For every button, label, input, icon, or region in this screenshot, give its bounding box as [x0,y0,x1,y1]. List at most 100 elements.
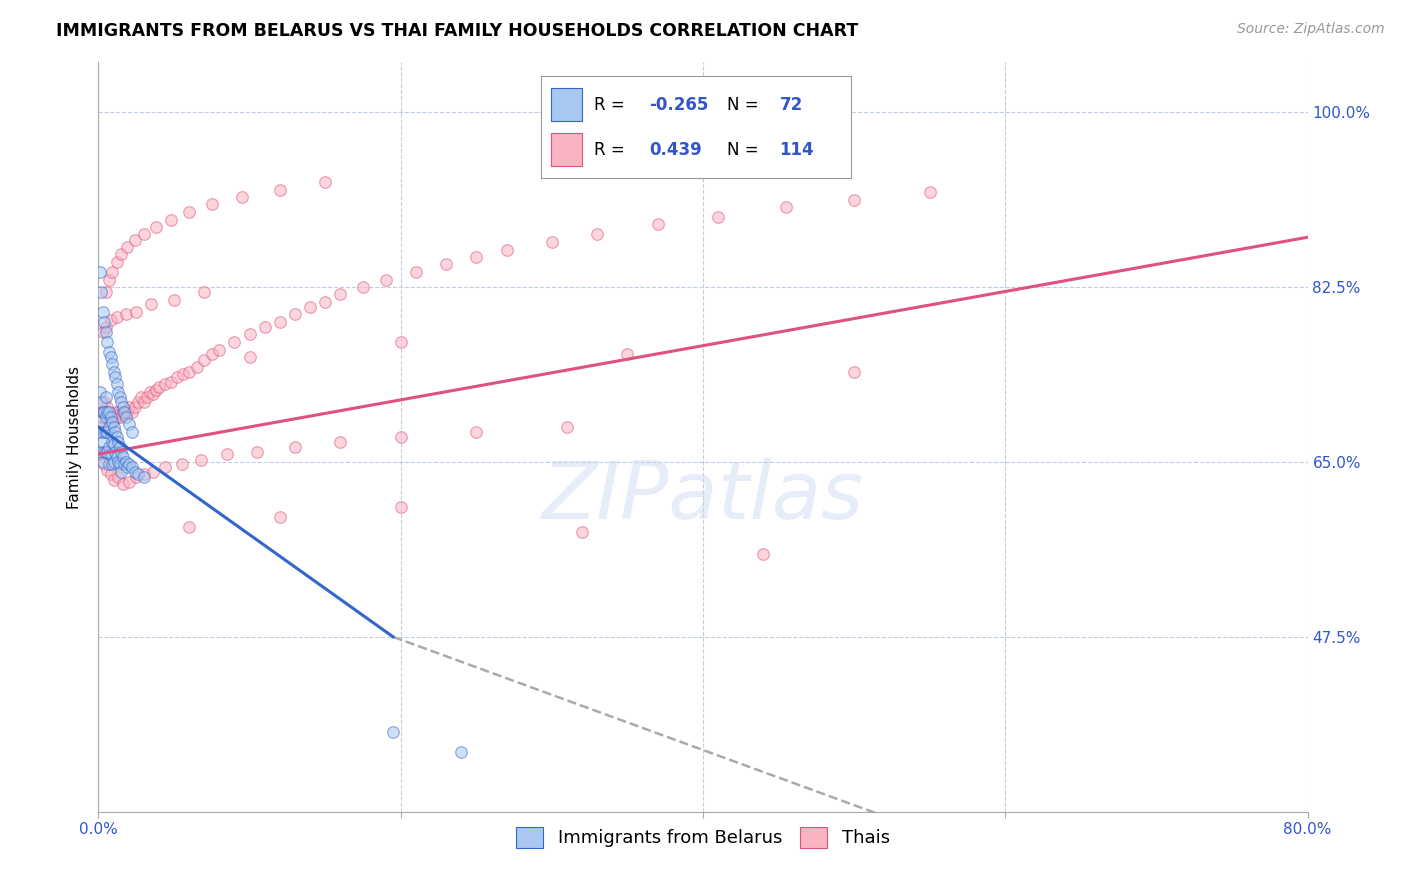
Point [132,227,155,242]
Point [103,437,125,451]
Point [111,405,134,419]
Point [405,265,427,279]
Point [707,211,730,225]
Point [93,425,115,439]
Point [107,435,129,450]
Point [190,453,212,467]
Point [118,400,141,414]
Text: 114: 114 [779,141,814,159]
Point [179,205,201,219]
Point [114,455,136,469]
Point [103,455,125,469]
Point [193,353,215,368]
Point [105,310,128,325]
Text: IMMIGRANTS FROM BELARUS VS THAI FAMILY HOUSEHOLDS CORRELATION CHART: IMMIGRANTS FROM BELARUS VS THAI FAMILY H… [56,22,859,40]
Point [172,367,194,381]
Point [104,425,127,439]
Point [208,343,231,358]
Point [107,405,129,419]
Point [775,200,797,214]
Point [148,380,170,394]
Point [108,390,131,404]
Point [495,244,517,258]
Point [94,410,117,425]
Point [94,407,117,421]
Point [96,463,118,477]
Point [132,470,155,484]
Point [91,305,114,319]
Point [96,400,118,414]
Point [105,410,128,425]
Point [100,410,122,425]
Text: -0.265: -0.265 [650,95,709,113]
Point [110,247,132,261]
Point [127,467,149,481]
Point [98,420,121,434]
Point [329,287,352,301]
Point [108,457,131,471]
Point [115,240,138,254]
Point [93,395,115,409]
Point [389,430,412,444]
Point [93,315,115,329]
Text: 0.439: 0.439 [650,141,703,159]
Point [124,400,146,414]
Point [450,745,472,759]
Point [101,407,124,421]
Point [96,335,118,350]
Point [111,477,134,491]
Point [132,395,155,409]
Point [844,365,866,379]
Point [269,510,291,524]
Point [121,405,143,419]
Point [179,365,201,379]
Point [110,465,132,479]
Point [101,357,124,371]
Point [96,425,118,439]
Text: 72: 72 [779,95,803,113]
Point [98,405,121,419]
Point [101,265,124,279]
Point [89,265,111,279]
Point [193,285,215,300]
Point [586,227,609,242]
Point [153,377,176,392]
Point [101,415,124,429]
Point [269,183,291,197]
Point [94,390,117,404]
Point [91,455,114,469]
Point [104,445,127,459]
Point [107,455,129,469]
Point [90,425,112,439]
Point [201,347,224,361]
Point [125,305,148,319]
Point [111,400,134,414]
Point [166,370,188,384]
Point [132,467,155,481]
Point [121,425,143,439]
Point [94,445,117,459]
Point [139,385,162,400]
Point [142,465,165,479]
Text: R =: R = [593,141,624,159]
Point [170,457,193,471]
Point [540,235,562,250]
Bar [551,133,582,166]
Point [104,370,127,384]
Point [105,377,128,392]
Point [89,385,111,400]
Point [90,395,112,409]
Point [108,407,131,421]
Point [104,405,127,419]
Point [118,457,141,471]
Point [114,403,136,417]
Point [91,405,114,419]
Point [114,307,136,321]
Text: N =: N = [727,141,758,159]
Point [94,425,117,439]
Point [100,467,122,481]
Point [101,457,124,471]
Point [107,470,129,484]
Point [100,427,122,442]
Point [555,420,578,434]
